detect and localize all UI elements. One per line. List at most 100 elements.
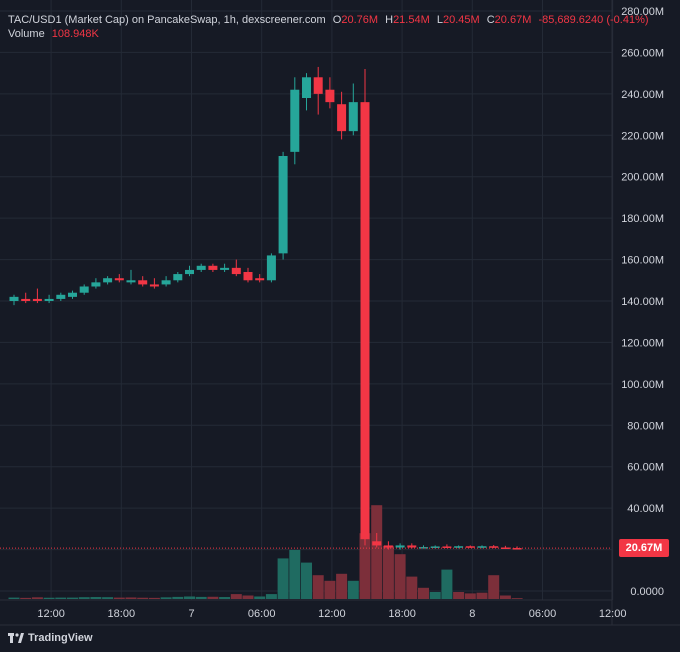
candle-body xyxy=(442,546,452,548)
volume-bars xyxy=(8,505,523,599)
candle xyxy=(138,276,148,287)
last-price-tag: 20.67M xyxy=(619,539,669,558)
candle xyxy=(348,83,358,136)
candle xyxy=(126,269,136,285)
volume-bar xyxy=(394,554,406,599)
candle-body xyxy=(149,284,159,287)
candle xyxy=(91,278,101,289)
candle-body xyxy=(278,156,288,254)
volume-bar xyxy=(137,597,149,599)
x-tick-label: 18:00 xyxy=(108,608,136,620)
y-tick-label: 260.00M xyxy=(621,47,664,59)
candle xyxy=(465,545,475,548)
candle xyxy=(231,259,241,277)
candle-body xyxy=(126,280,136,283)
volume-bar xyxy=(207,596,219,599)
x-tick-label: 12:00 xyxy=(37,608,65,620)
candle xyxy=(243,267,253,283)
candle xyxy=(360,69,370,546)
volume-bar xyxy=(242,595,254,599)
volume-bar xyxy=(78,597,90,599)
candle xyxy=(278,151,288,260)
candle-body xyxy=(465,546,475,548)
candle-body xyxy=(512,547,522,550)
candle xyxy=(383,541,393,550)
candle xyxy=(173,272,183,283)
y-tick-label: 60.00M xyxy=(627,462,664,474)
candle xyxy=(500,545,510,549)
candle-body xyxy=(454,546,464,548)
low-label: L xyxy=(436,14,443,26)
candle-body xyxy=(407,545,417,548)
candle xyxy=(266,253,276,283)
volume-bar xyxy=(8,597,20,599)
candle xyxy=(489,545,499,549)
volume-bar xyxy=(195,596,207,599)
volume-bar xyxy=(453,592,465,599)
candle-body xyxy=(302,77,311,98)
volume-bar xyxy=(301,562,312,599)
volume-bar xyxy=(113,597,125,599)
volume-bar xyxy=(406,576,418,599)
candle-body xyxy=(395,545,405,548)
candle-body xyxy=(500,547,510,549)
symbol-title[interactable]: TAC/USD1 (Market Cap) on PancakeSwap, 1h… xyxy=(8,14,326,26)
candle xyxy=(79,284,89,295)
x-axis[interactable]: 12:00 18:00 7 06:00 12:00 18:00 8 06:00 12:00 xyxy=(37,608,626,620)
volume-bar xyxy=(464,593,476,599)
volume-bar xyxy=(511,598,523,599)
candle-body xyxy=(255,278,265,281)
volume-bar xyxy=(230,594,242,599)
volume-bar xyxy=(90,597,102,599)
candles xyxy=(9,66,522,550)
candle xyxy=(407,543,417,549)
y-tick-label: 220.00M xyxy=(621,130,664,142)
x-tick-label: 7 xyxy=(188,608,194,620)
volume-bar xyxy=(429,592,441,599)
candle-body xyxy=(313,77,323,94)
volume-bar xyxy=(441,569,453,599)
candle-body xyxy=(196,265,206,270)
candle xyxy=(372,533,382,548)
candle-body xyxy=(138,280,148,285)
legend-row-volume: Volume 108.948K xyxy=(8,27,649,41)
candle-body xyxy=(32,298,42,301)
y-tick-label: 280.00M xyxy=(621,6,664,18)
legend-row-price: TAC/USD1 (Market Cap) on PancakeSwap, 1h… xyxy=(8,13,649,27)
candle xyxy=(161,276,171,287)
candle-body xyxy=(185,269,194,275)
candle-body xyxy=(103,278,113,283)
y-tick-label: 80.00M xyxy=(627,420,664,432)
candle xyxy=(208,263,218,272)
candle-body xyxy=(9,296,19,301)
candle-body xyxy=(220,267,230,270)
volume-bar xyxy=(382,545,394,599)
candle-body xyxy=(68,292,77,297)
y-axis[interactable]: 280.00M 260.00M 240.00M 220.00M 200.00M 180.0… xyxy=(621,6,664,598)
open-label: O xyxy=(332,14,342,26)
volume-bar xyxy=(31,597,43,599)
open-value: 20.76M xyxy=(341,14,379,26)
volume-bar xyxy=(43,597,55,599)
candle-body xyxy=(173,274,183,281)
candle-body xyxy=(208,265,218,270)
y-tick-label: 40.00M xyxy=(627,503,664,515)
y-tick-label: 140.00M xyxy=(621,296,664,308)
candle-body xyxy=(337,104,347,132)
tradingview-logo[interactable]: TradingView xyxy=(8,632,93,644)
volume-bar xyxy=(125,597,137,599)
candle-body xyxy=(79,286,89,293)
volume-bar xyxy=(324,580,336,599)
candle xyxy=(477,545,487,549)
candle-body xyxy=(243,272,253,281)
volume-bar xyxy=(160,597,172,599)
change-value: -85,689.6240 (-0.41%) xyxy=(538,14,649,26)
low-value: 20.45M xyxy=(442,14,480,26)
y-tick-label: 0.0000 xyxy=(630,586,664,598)
y-tick-label: 100.00M xyxy=(621,379,664,391)
volume-label[interactable]: Volume xyxy=(8,28,45,40)
candle-body xyxy=(91,282,101,287)
candle xyxy=(325,77,335,109)
